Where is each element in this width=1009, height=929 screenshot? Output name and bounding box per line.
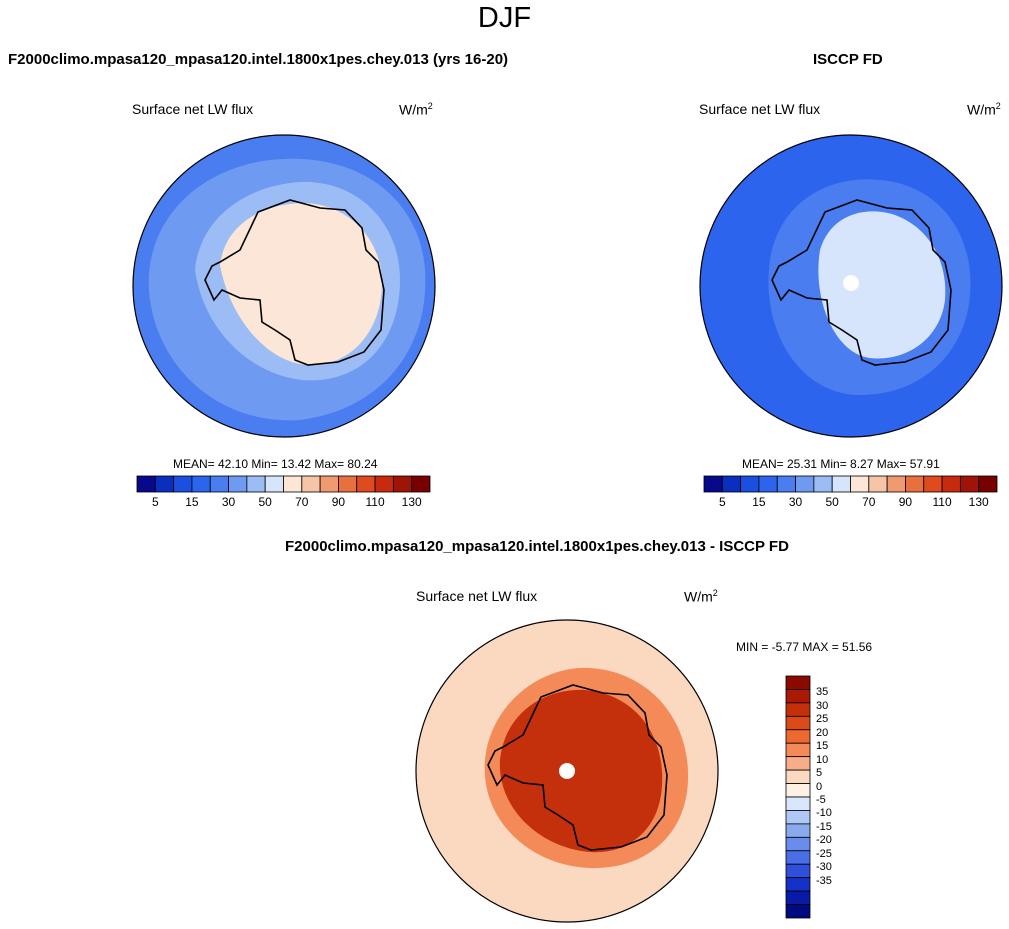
panel3-colorbar-box: [785, 689, 811, 704]
panel1-colorbar-tick-label: 70: [295, 495, 309, 509]
panel3-colorbar-tick-label: 25: [816, 713, 829, 726]
panel2-title: ISCCP FD: [813, 51, 883, 68]
panel3-colorbar-tick-label: -35: [816, 874, 832, 887]
panel2-colorbar-tick-label: 70: [862, 495, 876, 509]
panel3-region-interior: [499, 689, 663, 853]
panel2-colorbar-tick-label: 130: [968, 495, 989, 509]
panel2-colorbar-box: [978, 475, 998, 493]
panel3-colorbar-tick-label: -15: [816, 820, 832, 833]
panel3-colorbar-box: [785, 729, 811, 744]
panel1-colorbar-tick-label: 30: [221, 495, 236, 509]
panel3-colorbar-box: [785, 877, 811, 892]
panel2-colorbar-tick-label: 90: [898, 495, 913, 509]
panel3-colorbar-tick-label: -10: [816, 807, 832, 820]
panel3-colorbar-tick-label: 15: [816, 740, 829, 753]
panel3-colorbar-box: [785, 783, 811, 798]
panel2-colorbar-tick-label: 50: [825, 495, 839, 509]
panel3-map-border: [415, 619, 719, 923]
panel1-colorbar-tick-label: 15: [185, 495, 199, 509]
panel2-subtitle: Surface net LW flux: [699, 101, 821, 117]
panel2-stats: MEAN= 25.31 Min= 8.27 Max= 57.91: [742, 457, 940, 471]
panel2-antarctica-coastline: [771, 199, 952, 366]
panel1-colorbar-tick-label: 110: [365, 495, 385, 509]
panel3-colorbar-tick-label: 20: [816, 726, 829, 739]
panel2-colorbar-tick-label: 30: [788, 495, 803, 509]
panel3-subtitle: Surface net LW flux: [416, 588, 538, 604]
panel3-colorbar-box: [785, 904, 811, 919]
panel2-colorbar-tick-label: 110: [932, 495, 952, 509]
panel3-stats: MIN = -5.77 MAX = 51.56: [736, 640, 873, 654]
panel3-colorbar-tick-label: 5: [816, 767, 823, 780]
panel2-region-interior: [818, 211, 946, 359]
panel3-colorbar-box: [785, 890, 811, 905]
panel1-colorbar-tick-label: 90: [331, 495, 346, 509]
panel1-colorbar-box: [411, 475, 431, 493]
panel3-colorbar-box: [785, 742, 811, 758]
panel3-colorbar-tick-label: -5: [816, 794, 826, 806]
panel3-colorbar-tick-label: -20: [816, 834, 832, 847]
figure-title: DJF: [477, 2, 532, 34]
panel3-colorbar-box: [785, 675, 811, 690]
panel3-colorbar-box: [785, 850, 811, 865]
panel1-title: F2000climo.mpasa120_mpasa120.intel.1800x…: [8, 51, 509, 68]
panel3-colorbar-box: [785, 756, 811, 771]
panel3-colorbar-tick-label: -30: [816, 861, 832, 874]
panel3-units: W/m2: [684, 588, 718, 605]
panel2-colorbar-tick-label: 15: [752, 495, 766, 509]
panel3-antarctica-coastline: [487, 684, 668, 851]
panel3-colorbar-tick-label: 10: [816, 753, 829, 766]
panel3-pole-missing: [559, 763, 575, 779]
panel1-units: W/m2: [399, 101, 433, 118]
panel1-colorbar-tick-label: 50: [258, 495, 272, 509]
panel3-colorbar-box: [785, 796, 811, 811]
panel3-colorbar-box: [785, 863, 811, 879]
panel1-colorbar-tick-label: 130: [401, 495, 422, 509]
panel1-map-border: [132, 134, 436, 438]
panel3-colorbar-box: [785, 769, 811, 784]
panel3-colorbar-box: [785, 836, 811, 852]
panel3-colorbar-tick-label: 30: [816, 699, 829, 712]
panel3-colorbar-box: [785, 715, 811, 731]
panel3-title: F2000climo.mpasa120_mpasa120.intel.1800x…: [285, 538, 789, 555]
panel3-colorbar-tick-label: -25: [816, 847, 832, 860]
panel3-colorbar-tick-label: 35: [816, 686, 829, 699]
panel2-map-border: [699, 134, 1003, 438]
panel2-colorbar-tick-label: 5: [718, 495, 726, 509]
panel1-subtitle: Surface net LW flux: [132, 101, 254, 117]
panel1-stats: MEAN= 42.10 Min= 13.42 Max= 80.24: [173, 457, 378, 471]
panel1-colorbar-tick-label: 5: [151, 495, 159, 509]
panel3-colorbar-box: [785, 702, 811, 717]
panel1-antarctica-coastline: [204, 199, 385, 366]
panel2-pole-missing: [843, 275, 859, 291]
panel3-colorbar-box: [785, 810, 811, 825]
panel2-units: W/m2: [967, 101, 1001, 118]
panel1-region-interior: [220, 202, 383, 366]
panel3-colorbar-box: [785, 823, 811, 838]
panel3-colorbar-tick-label: 0: [816, 780, 823, 793]
